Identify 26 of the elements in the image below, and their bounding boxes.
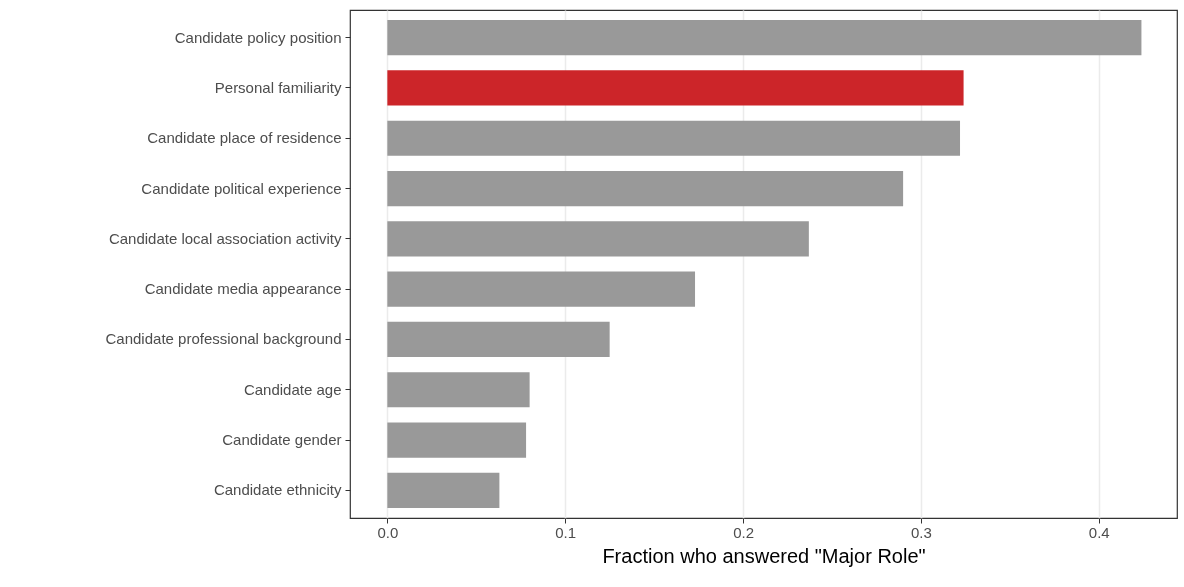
y-tick-label: Candidate gender [222,431,342,449]
bar [387,372,530,408]
x-tick-label: 0.3 [910,523,932,541]
y-tick-label: Candidate ethnicity [213,481,342,499]
y-tick-label: Candidate place of residence [147,129,342,147]
y-tick-label: Candidate professional background [105,330,342,348]
y-tick-label: Personal familiarity [214,78,342,96]
x-tick-label: 0.0 [377,523,399,541]
bar [387,321,610,358]
bar [387,20,1142,56]
bar [387,472,500,508]
bar [387,271,696,307]
y-tick-label: Candidate local association activity [108,229,342,247]
y-tick-label: Candidate age [243,380,342,398]
x-tick-label: 0.2 [733,523,754,541]
bar [387,221,809,257]
y-tick-label: Candidate media appearance [144,280,342,298]
bar [387,70,964,106]
x-axis-title: Fraction who answered "Major Role" [602,544,926,567]
y-tick-label: Candidate political experience [141,179,342,197]
x-tick-label: 0.1 [555,523,577,541]
x-tick-label: 0.4 [1088,523,1110,541]
bar [387,422,527,458]
bar [387,170,904,207]
y-tick-label: Candidate policy position [174,28,342,46]
bar [387,120,961,156]
